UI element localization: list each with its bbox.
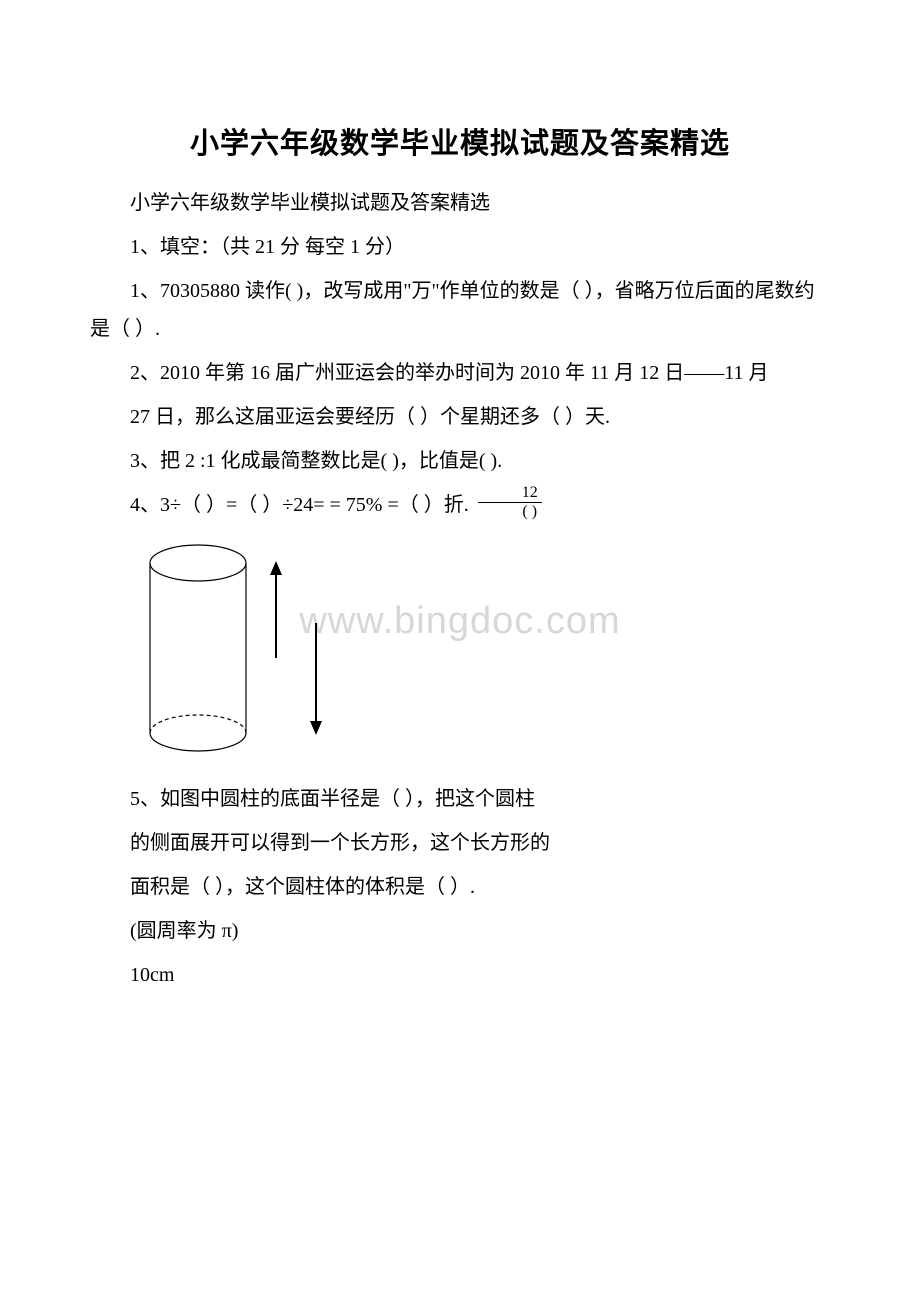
fraction-denominator: ( ) bbox=[478, 503, 542, 521]
question-2-line1: 2、2010 年第 16 届广州亚运会的举办时间为 2010 年 11 月 12… bbox=[90, 354, 830, 392]
question-5-line1: 5、如图中圆柱的底面半径是（ ），把这个圆柱 bbox=[90, 780, 830, 818]
question-4: 4、3÷（ ）=（ ）÷24= = 75% =（ ）折. 12 ( ) bbox=[90, 486, 830, 525]
fraction: 12 ( ) bbox=[478, 484, 542, 520]
question-2-line2: 27 日，那么这届亚运会要经历（ ）个星期还多（ ）天. bbox=[90, 398, 830, 436]
page-title: 小学六年级数学毕业模拟试题及答案精选 bbox=[90, 120, 830, 162]
section-header-1: 1、填空：（共 21 分 每空 1 分） bbox=[90, 228, 830, 266]
question-5-line4: (圆周率为 π) bbox=[90, 912, 830, 950]
question-1: 1、70305880 读作( )，改写成用"万"作单位的数是（ ），省略万位后面… bbox=[90, 272, 830, 348]
question-5-line5: 10cm bbox=[90, 956, 830, 994]
question-5-line3: 面积是（ ），这个圆柱体的体积是（ ）. bbox=[90, 868, 830, 906]
subtitle: 小学六年级数学毕业模拟试题及答案精选 bbox=[90, 184, 830, 222]
question-5-line2: 的侧面展开可以得到一个长方形，这个长方形的 bbox=[90, 824, 830, 862]
cylinder-figure bbox=[140, 535, 830, 770]
question-3: 3、把 2 :1 化成最简整数比是( )，比值是( ). bbox=[90, 442, 830, 480]
cylinder-svg bbox=[140, 535, 380, 765]
q4-text: 4、3÷（ ）=（ ）÷24= = 75% =（ ）折. bbox=[130, 494, 469, 516]
fraction-numerator: 12 bbox=[478, 484, 542, 503]
